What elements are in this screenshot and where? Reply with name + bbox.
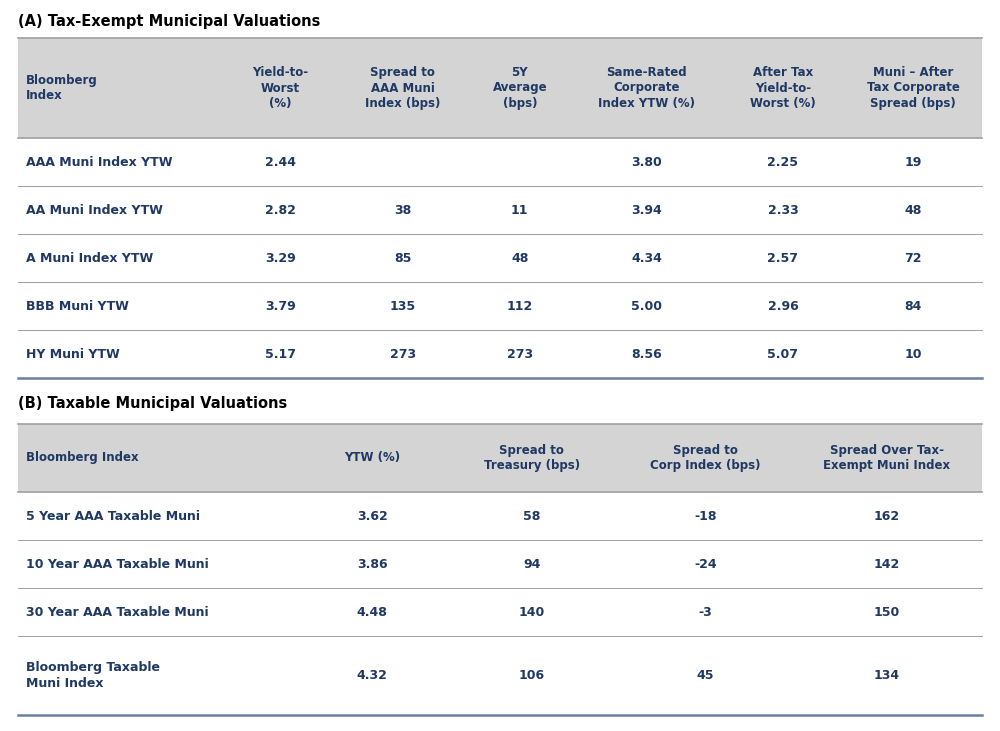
Text: 142: 142 [874, 558, 900, 570]
Text: (A) Tax-Exempt Municipal Valuations: (A) Tax-Exempt Municipal Valuations [18, 14, 320, 29]
Text: 10 Year AAA Taxable Muni: 10 Year AAA Taxable Muni [26, 558, 209, 570]
Text: After Tax
Yield-to-
Worst (%): After Tax Yield-to- Worst (%) [750, 66, 816, 110]
Text: BBB Muni YTW: BBB Muni YTW [26, 300, 129, 312]
Text: Spread to
Corp Index (bps): Spread to Corp Index (bps) [650, 444, 761, 472]
Text: 135: 135 [390, 300, 416, 312]
Bar [18, 38, 982, 138]
Text: 10: 10 [904, 347, 922, 360]
Text: 2.44: 2.44 [265, 156, 296, 169]
Text: 94: 94 [523, 558, 540, 570]
Text: Bloomberg
Index: Bloomberg Index [26, 74, 98, 102]
Text: 3.62: 3.62 [357, 510, 388, 523]
Text: 273: 273 [390, 347, 416, 360]
Text: Spread Over Tax-
Exempt Muni Index: Spread Over Tax- Exempt Muni Index [823, 444, 951, 472]
Text: Spread to
Treasury (bps): Spread to Treasury (bps) [484, 444, 580, 472]
Text: A Muni Index YTW: A Muni Index YTW [26, 251, 153, 265]
Text: 2.25: 2.25 [767, 156, 798, 169]
Text: 85: 85 [394, 251, 411, 265]
Text: 5.00: 5.00 [631, 300, 662, 312]
Text: 5.17: 5.17 [265, 347, 296, 360]
Text: Same-Rated
Corporate
Index YTW (%): Same-Rated Corporate Index YTW (%) [598, 66, 695, 110]
Text: 3.86: 3.86 [357, 558, 388, 570]
Text: 4.34: 4.34 [631, 251, 662, 265]
Text: 3.29: 3.29 [265, 251, 296, 265]
Bar [18, 424, 982, 492]
Text: 5.07: 5.07 [767, 347, 798, 360]
Text: 134: 134 [874, 669, 900, 682]
Text: 2.57: 2.57 [767, 251, 798, 265]
Text: 112: 112 [507, 300, 533, 312]
Text: 140: 140 [519, 605, 545, 618]
Text: 5Y
Average
(bps): 5Y Average (bps) [492, 66, 547, 110]
Text: YTW (%): YTW (%) [344, 452, 400, 464]
Bar [18, 282, 982, 330]
Text: -24: -24 [694, 558, 717, 570]
Text: 150: 150 [874, 605, 900, 618]
Text: AA Muni Index YTW: AA Muni Index YTW [26, 203, 163, 216]
Text: Muni – After
Tax Corporate
Spread (bps): Muni – After Tax Corporate Spread (bps) [867, 66, 960, 110]
Text: 4.48: 4.48 [357, 605, 388, 618]
Bar [18, 234, 982, 282]
Text: 19: 19 [904, 156, 922, 169]
Text: 4.32: 4.32 [357, 669, 388, 682]
Bar [18, 540, 982, 588]
Text: Spread to
AAA Muni
Index (bps): Spread to AAA Muni Index (bps) [365, 66, 440, 110]
Text: Bloomberg Taxable
Muni Index: Bloomberg Taxable Muni Index [26, 662, 160, 690]
Text: 8.56: 8.56 [631, 347, 662, 360]
Text: Bloomberg Index: Bloomberg Index [26, 452, 139, 464]
Text: Yield-to-
Worst
(%): Yield-to- Worst (%) [253, 66, 309, 110]
Text: 2.82: 2.82 [265, 203, 296, 216]
Text: 30 Year AAA Taxable Muni: 30 Year AAA Taxable Muni [26, 605, 209, 618]
Text: 2.96: 2.96 [768, 300, 798, 312]
Text: 106: 106 [519, 669, 545, 682]
Text: 45: 45 [697, 669, 714, 682]
Text: 3.80: 3.80 [631, 156, 662, 169]
Text: 3.94: 3.94 [631, 203, 662, 216]
Bar [18, 588, 982, 636]
Bar [18, 636, 982, 715]
Text: 72: 72 [904, 251, 922, 265]
Text: -3: -3 [698, 605, 712, 618]
Text: 3.79: 3.79 [265, 300, 296, 312]
Bar [18, 186, 982, 234]
Text: 11: 11 [511, 203, 529, 216]
Text: 58: 58 [523, 510, 540, 523]
Bar [18, 492, 982, 540]
Bar [18, 138, 982, 186]
Text: 84: 84 [904, 300, 922, 312]
Text: 162: 162 [874, 510, 900, 523]
Text: 2.33: 2.33 [768, 203, 798, 216]
Text: 273: 273 [507, 347, 533, 360]
Text: (B) Taxable Municipal Valuations: (B) Taxable Municipal Valuations [18, 396, 287, 411]
Text: 38: 38 [394, 203, 411, 216]
Text: 5 Year AAA Taxable Muni: 5 Year AAA Taxable Muni [26, 510, 200, 523]
Bar [18, 330, 982, 378]
Text: AAA Muni Index YTW: AAA Muni Index YTW [26, 156, 173, 169]
Text: -18: -18 [694, 510, 717, 523]
Text: 48: 48 [511, 251, 528, 265]
Text: 48: 48 [904, 203, 922, 216]
Text: HY Muni YTW: HY Muni YTW [26, 347, 120, 360]
